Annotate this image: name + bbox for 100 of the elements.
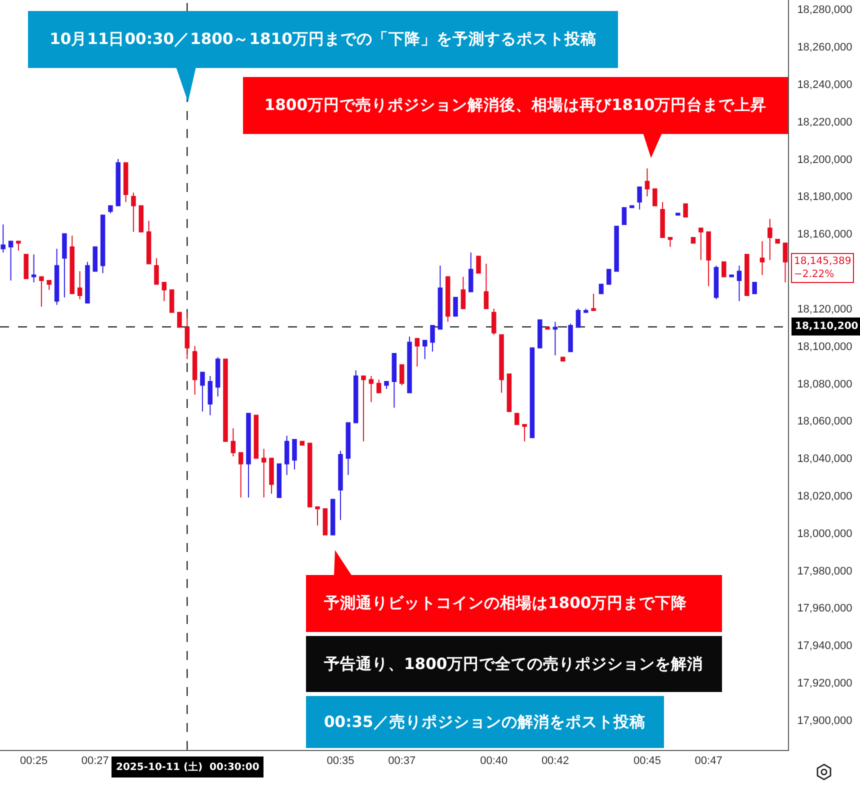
candlestick: [698, 228, 704, 260]
candlestick: [683, 203, 688, 218]
y-tick-label: 18,080,000: [797, 378, 852, 390]
candlestick: [24, 254, 29, 280]
candlestick: [307, 442, 312, 508]
candlestick: [85, 261, 90, 304]
candlestick: [591, 293, 596, 311]
candlestick: [146, 220, 152, 264]
candlestick: [775, 238, 780, 244]
candlestick: [116, 158, 121, 206]
candlestick: [0, 224, 6, 253]
candlestick: [246, 412, 251, 498]
candlestick: [614, 226, 619, 272]
x-tick-label: 00:37: [388, 755, 416, 768]
y-tick-label: 18,100,000: [797, 340, 852, 353]
candlestick: [760, 240, 765, 276]
candlestick: [131, 192, 136, 232]
x-tick-label: 00:27: [81, 755, 109, 768]
candlestick: [100, 214, 106, 274]
candlestick: [538, 319, 542, 348]
y-tick-label: 18,020,000: [797, 490, 852, 502]
candlestick: [782, 242, 788, 283]
y-tick-label: 17,900,000: [797, 714, 852, 727]
y-tick-label: 17,920,000: [797, 678, 852, 690]
candlestick: [399, 364, 404, 386]
candlestick: [484, 263, 489, 310]
candlestick: [123, 162, 128, 202]
candlestick: [77, 270, 82, 300]
candlestick: [39, 276, 44, 308]
candlestick: [276, 463, 282, 498]
ref-line-label: 18,110,200: [795, 321, 858, 332]
candlestick: [476, 256, 481, 274]
candlestick: [637, 186, 642, 210]
candlestick: [668, 237, 673, 248]
candlestick: [192, 346, 198, 396]
candlestick: [430, 324, 435, 352]
ref-line-label: 2025-10-11 (土) 00:30:00: [116, 761, 260, 773]
candlestick: [690, 237, 696, 244]
candlestick: [238, 452, 244, 498]
candlestick: [200, 372, 205, 412]
y-tick-label: 18,060,000: [797, 416, 852, 428]
y-tick-label: 18,000,000: [797, 528, 852, 540]
candlestick: [584, 308, 588, 313]
candlestick: [346, 422, 351, 476]
candlestick: [407, 336, 412, 394]
candlestick: [630, 205, 634, 208]
candlestick: [261, 448, 266, 498]
y-tick-label: 18,120,000: [797, 303, 852, 316]
candlestick: [230, 428, 236, 457]
candlestick: [223, 358, 228, 442]
candlestick: [269, 458, 274, 494]
annotation: 予測通りビットコインの相場は1800万円まで下降: [324, 593, 688, 614]
candlestick: [384, 381, 389, 390]
y-tick-label: 18,180,000: [797, 191, 852, 204]
candlestick: [522, 424, 527, 442]
candlestick: [652, 188, 658, 206]
annotation: 予告通り、1800万円で全ての売りポジションを解消: [324, 654, 704, 674]
candlestick: [453, 296, 458, 317]
candlestick: [768, 218, 772, 260]
candlestick: [184, 312, 190, 360]
candlestick: [722, 261, 726, 278]
y-tick-label: 17,980,000: [797, 565, 852, 578]
candlestick: [368, 375, 374, 403]
candlestick: [744, 254, 750, 296]
candlestick: [215, 356, 220, 398]
candlestick: [54, 248, 60, 306]
candlestick: [108, 205, 113, 214]
candlestick: [315, 506, 320, 526]
x-tick-label: 00:45: [633, 755, 661, 768]
candlestick: [16, 240, 21, 252]
y-tick-label: 18,040,000: [797, 453, 852, 466]
candlestick: [660, 202, 665, 238]
candlestick: [292, 439, 297, 470]
candlestick: [714, 265, 719, 300]
candlestick: [552, 321, 558, 356]
callout-box: 予測通りビットコインの相場は1800万円まで下降: [306, 575, 722, 632]
callout-box: 00:35／売りポジションの解消をポスト投稿: [306, 696, 664, 748]
candlestick: [752, 282, 757, 294]
candlestick: [31, 254, 36, 283]
y-tick-label: 18,160,000: [797, 228, 852, 241]
annotation: 00:35／売りポジションの解消をポスト投稿: [324, 712, 646, 732]
candlestick: [154, 258, 159, 285]
callout-box: 1800万円で売りポジション解消後、相場は再び1810万円台まで上昇: [243, 77, 788, 134]
candlestick: [468, 252, 474, 292]
y-tick-label: 18,200,000: [797, 154, 852, 166]
candlestick: [376, 379, 382, 394]
candlestick: [46, 280, 52, 290]
y-tick-label: 18,260,000: [797, 42, 852, 54]
candlestick: [414, 338, 420, 368]
candlestick: [353, 370, 358, 424]
y-tick-label: 17,940,000: [797, 640, 852, 652]
candlestick: [492, 308, 496, 336]
candlestick: [322, 508, 328, 536]
x-tick-label: 00:35: [326, 755, 354, 768]
candlestick: [70, 235, 75, 294]
y-tick-label: 17,960,000: [797, 602, 852, 615]
callout-box: 予告通り、1800万円で全ての売りポジションを解消: [306, 636, 722, 692]
candlestick: [392, 352, 397, 408]
candlestick: [506, 374, 512, 412]
x-tick-label: 00:40: [480, 755, 508, 768]
